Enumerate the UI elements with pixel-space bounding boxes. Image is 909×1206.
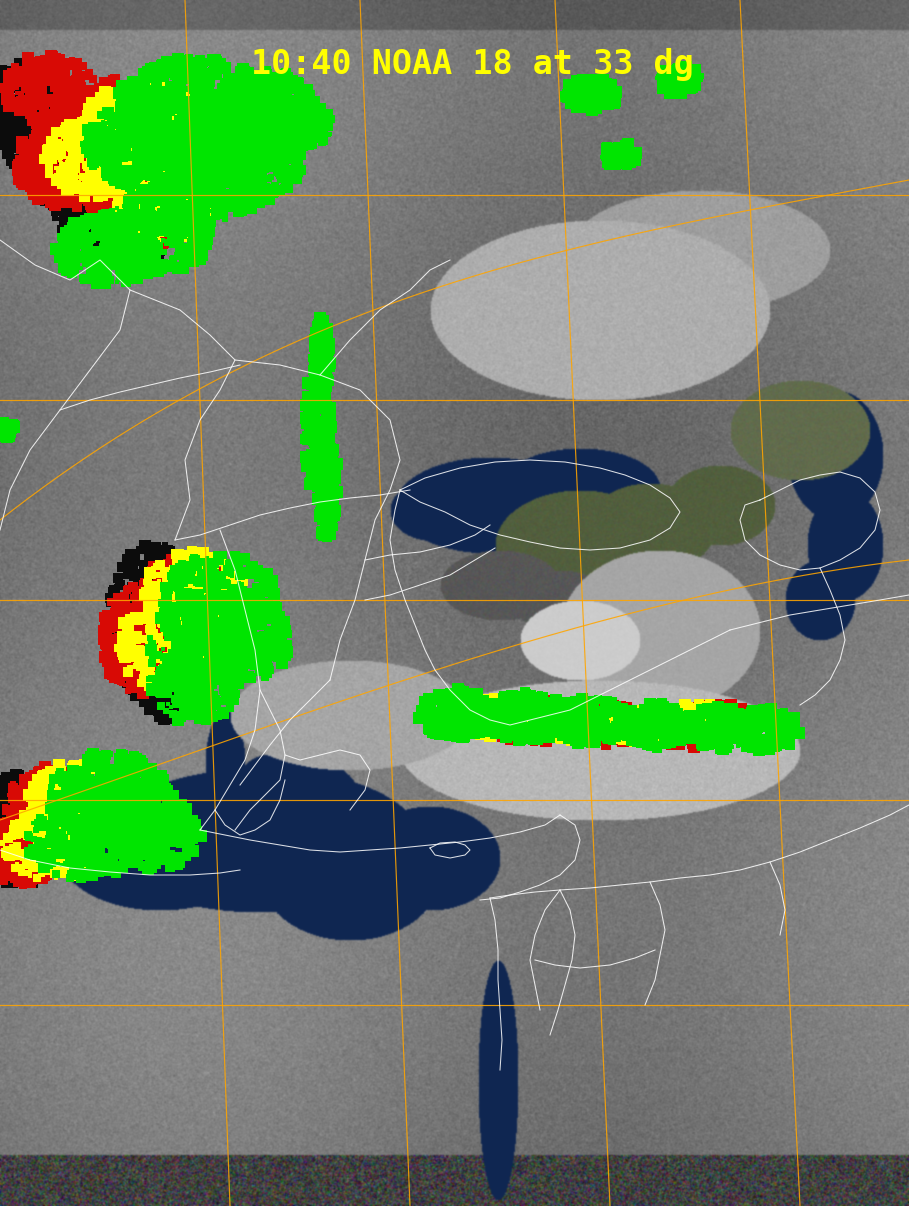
Text: 10:40 NOAA 18 at 33 dg: 10:40 NOAA 18 at 33 dg [251, 48, 694, 81]
